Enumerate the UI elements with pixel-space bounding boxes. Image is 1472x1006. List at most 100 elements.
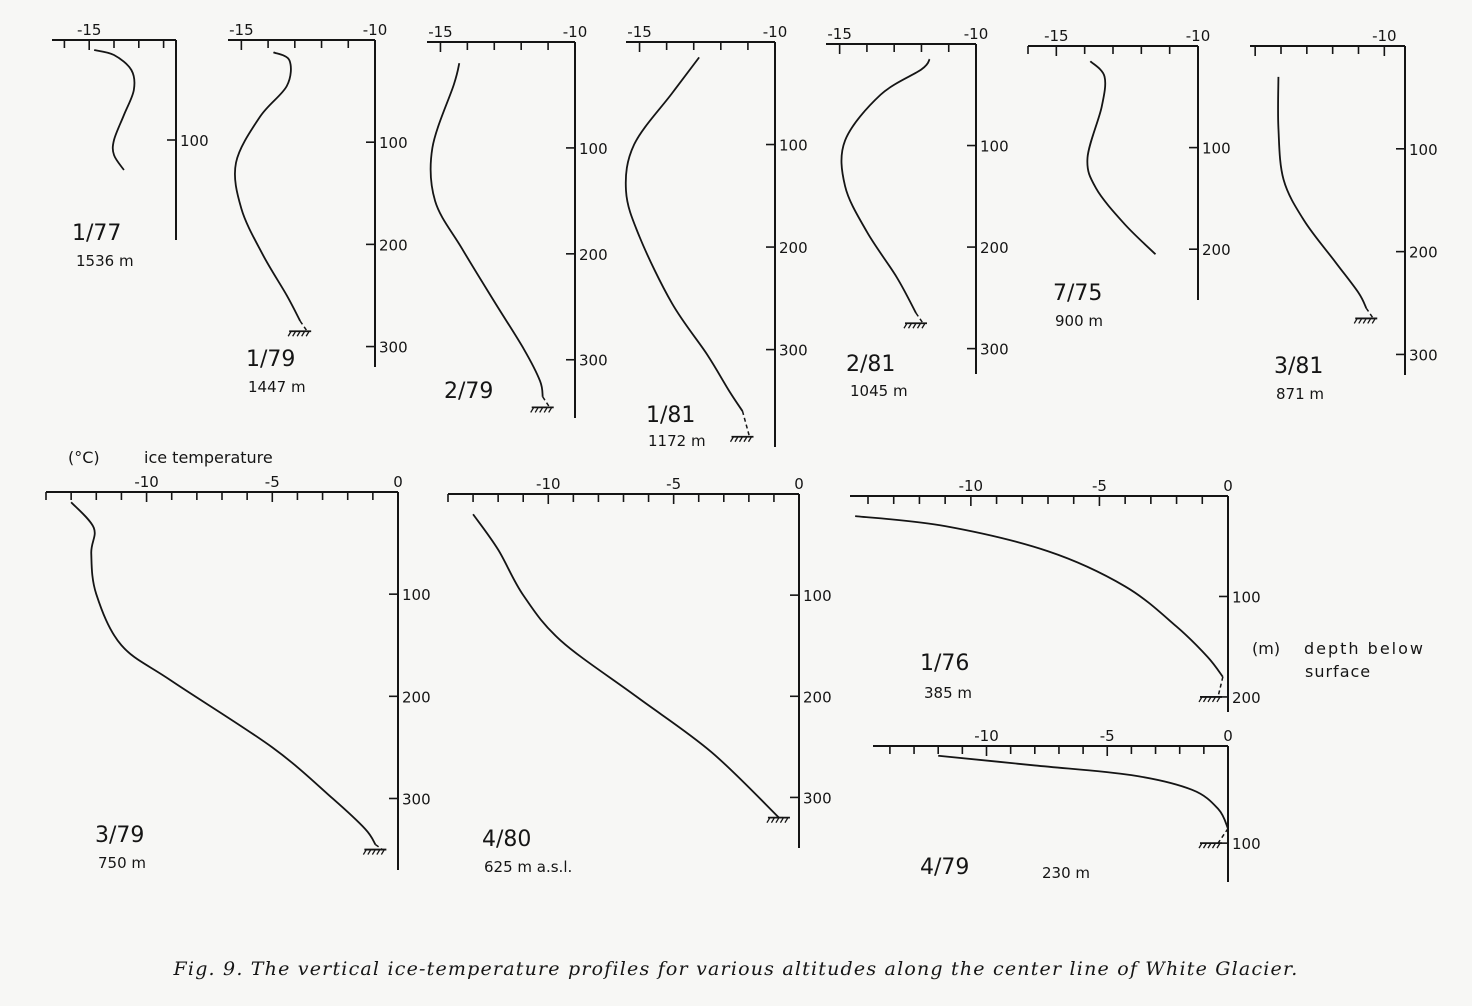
- x-tick-label: -10: [974, 727, 999, 745]
- y-tick-label: 300: [379, 339, 408, 357]
- altitude-label: 385 m: [924, 684, 972, 702]
- y-tick-label: 300: [779, 342, 808, 360]
- panel-3-81: -10 100 200 300 3/81 871 m: [1250, 27, 1438, 403]
- bedrock-symbol: [1353, 317, 1378, 324]
- panel-2-81: -15 -10 100 200 300 2/81 1045 m: [826, 25, 1009, 400]
- extrapolation-dash: [1365, 307, 1374, 319]
- x-tick-label: -10: [959, 477, 984, 495]
- y-tick-label: 100: [1232, 835, 1261, 853]
- altitude-label: 230 m: [1042, 864, 1090, 882]
- x-tick-label: -5: [265, 473, 280, 491]
- y-tick-label: 200: [1202, 241, 1231, 259]
- x-tick-label: -15: [1044, 27, 1069, 45]
- extrapolation-dash: [741, 410, 751, 437]
- profile-label: 1/81: [646, 403, 695, 428]
- altitude-label: 750 m: [98, 854, 146, 872]
- extrapolation-dash: [1217, 828, 1229, 844]
- x-tick-label: -15: [229, 21, 254, 39]
- altitude-label: 1172 m: [648, 432, 706, 450]
- y-tick-label: 200: [379, 236, 408, 254]
- profile-label: 4/80: [482, 827, 531, 852]
- extrapolation-dash: [1217, 676, 1224, 698]
- x-tick-label: -5: [666, 475, 681, 493]
- extrapolation-dash: [299, 320, 308, 332]
- y-tick-label: 100: [379, 134, 408, 152]
- extrapolation-dash: [542, 396, 551, 408]
- panel-7-75: -15 -10 100 200 7/75 900 m: [1027, 27, 1231, 330]
- x-tick-label: -5: [1100, 727, 1115, 745]
- y-tick-label: 100: [402, 586, 431, 604]
- y-tick-label: 300: [980, 341, 1009, 359]
- y-tick-label: 100: [779, 137, 808, 155]
- y-tick-label: 200: [579, 246, 608, 264]
- profile-line: [1277, 76, 1368, 309]
- bedrock-symbol: [1198, 842, 1222, 849]
- bedrock-symbol: [766, 816, 790, 823]
- altitude-label: 900 m: [1055, 312, 1103, 330]
- x-tick-label: -15: [428, 23, 453, 41]
- panel-3-79: -10 -5 0 100 200 300 3/79 750 m (°C) ice temperat…: [45, 448, 431, 872]
- altitude-label: 625 m a.s.l.: [484, 858, 572, 876]
- bedrock-symbol: [530, 406, 554, 413]
- x-tick-label: -10: [1186, 27, 1211, 45]
- bedrock-symbol: [729, 435, 754, 443]
- y-tick-label: 100: [579, 140, 608, 158]
- altitude-label: 1536 m: [76, 252, 134, 270]
- y-tick-label: 200: [402, 688, 431, 706]
- profile-line: [624, 56, 744, 412]
- profile-label: 2/81: [846, 352, 895, 377]
- panel-1-81: -15 -10 100 200 300 1/81 1172 m: [624, 23, 808, 450]
- profile-line: [472, 513, 780, 819]
- y-tick-label: 200: [1409, 244, 1438, 262]
- bedrock-symbol: [287, 330, 312, 337]
- x-tick-label: -10: [1372, 27, 1397, 45]
- x-tick-label: -15: [77, 21, 102, 39]
- x-tick-label: -10: [363, 21, 388, 39]
- profile-label: 1/79: [246, 347, 295, 372]
- y-tick-label: 100: [180, 132, 209, 150]
- x-tick-label: 0: [794, 475, 804, 493]
- profile-label: 1/77: [72, 221, 121, 246]
- bedrock-symbol: [1198, 696, 1222, 703]
- profile-line: [70, 501, 377, 845]
- profile-label: 3/79: [95, 823, 144, 848]
- profile-label: 1/76: [920, 651, 969, 676]
- x-tick-label: 0: [1223, 477, 1233, 495]
- altitude-label: 871 m: [1276, 385, 1324, 403]
- y-tick-label: 200: [779, 239, 808, 257]
- panel-4-79: -10 -5 0 100 4/79 230 m: [873, 727, 1261, 882]
- panel-1-79: -15 -10 100 200 300 1/79 1447 m: [228, 21, 408, 396]
- y-axis-label-line1: depth below: [1304, 639, 1425, 658]
- profile-line: [938, 754, 1229, 829]
- x-tick-label: 0: [393, 473, 403, 491]
- extrapolation-dash: [915, 312, 924, 324]
- y-tick-label: 200: [803, 688, 832, 706]
- y-tick-label: 100: [1202, 140, 1231, 158]
- y-tick-label: 100: [1232, 588, 1261, 606]
- x-tick-label: -10: [964, 25, 989, 43]
- profile-label: 4/79: [920, 855, 969, 880]
- panel-1-76: -10 -5 0 100 200 1/76 385 m (m) depth below surfa…: [850, 477, 1425, 712]
- x-tick-label: -10: [536, 475, 561, 493]
- y-tick-label: 300: [803, 789, 832, 807]
- y-tick-label: 200: [1232, 689, 1261, 707]
- profile-line: [855, 515, 1224, 678]
- panel-1-77: -15 100 1/77 1536 m: [52, 21, 209, 270]
- profile-line: [93, 49, 136, 171]
- x-tick-label: -10: [134, 473, 159, 491]
- y-tick-label: 100: [1409, 141, 1438, 159]
- y-axis-label-line2: surface: [1305, 662, 1371, 681]
- profile-line: [429, 62, 544, 397]
- x-tick-label: 0: [1223, 727, 1233, 745]
- bedrock-symbol: [903, 322, 927, 329]
- x-axis-unit: (°C): [68, 448, 100, 467]
- y-axis-unit: (m): [1252, 639, 1280, 658]
- profile-line: [234, 51, 301, 322]
- profile-line: [1086, 60, 1157, 255]
- y-tick-label: 300: [579, 352, 608, 370]
- profile-label: 3/81: [1274, 354, 1323, 379]
- figure-caption: Fig. 9. The vertical ice-temperature pro…: [173, 958, 1299, 980]
- x-tick-label: -10: [763, 23, 788, 41]
- y-tick-label: 100: [980, 138, 1009, 156]
